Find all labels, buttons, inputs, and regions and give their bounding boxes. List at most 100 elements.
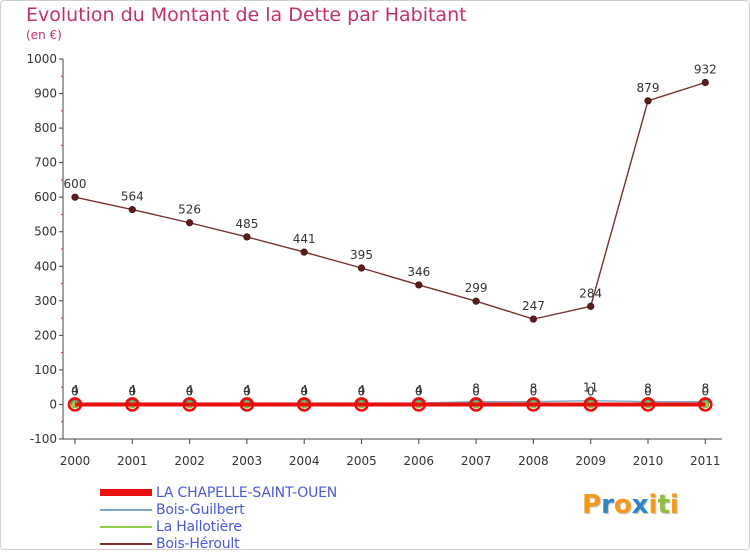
legend-swatch (100, 526, 152, 528)
y-tick-label: 600 (34, 190, 57, 204)
data-point (587, 302, 595, 310)
y-tick-label: 900 (34, 87, 57, 101)
series-la-chapelle-saint-ouen (67, 397, 713, 412)
data-point (71, 193, 79, 201)
x-tick-label: 2007 (461, 454, 492, 468)
x-tick-label: 2008 (518, 454, 549, 468)
x-tick-label: 2011 (690, 454, 721, 468)
data-point (640, 397, 656, 412)
x-tick-label: 2003 (232, 454, 263, 468)
data-label: 0 (415, 384, 423, 398)
data-label: 879 (637, 81, 660, 95)
y-tick-label: 500 (34, 225, 57, 239)
series-layer (67, 78, 713, 412)
x-tick-label: 2009 (575, 454, 606, 468)
logo-letter: r (601, 490, 614, 520)
data-label: 0 (530, 384, 538, 398)
data-label: 395 (350, 248, 373, 262)
data-point (583, 397, 599, 412)
y-tick-label: 0 (49, 397, 57, 411)
legend-label: Bois-Guilbert (156, 502, 245, 518)
y-tick-label: 800 (34, 121, 57, 135)
legend-swatch (100, 543, 152, 545)
x-tick-label: 2002 (174, 454, 205, 468)
data-label: 8 (644, 382, 652, 396)
data-point (701, 78, 709, 87)
data-point (300, 248, 308, 256)
data-point (296, 397, 312, 412)
data-label: 4 (358, 383, 366, 397)
data-label: 0 (644, 384, 652, 398)
data-label: 0 (587, 384, 595, 398)
data-point (697, 397, 713, 412)
data-point (468, 397, 484, 412)
data-label: 11 (583, 381, 598, 395)
data-label: 284 (579, 286, 602, 300)
data-label: 4 (186, 383, 194, 397)
logo-letter: o (613, 490, 632, 520)
data-label: 4 (128, 383, 136, 397)
x-tick-label: 2000 (60, 454, 91, 468)
y-tick-label: -100 (30, 432, 57, 446)
data-label: 0 (128, 384, 136, 398)
data-point (354, 397, 369, 412)
logo-letter: P (582, 490, 602, 520)
data-point (239, 397, 255, 412)
data-label: 299 (465, 281, 488, 295)
data-label: 0 (701, 384, 709, 398)
data-point (644, 97, 652, 105)
data-point (67, 397, 83, 412)
data-label: 8 (472, 382, 480, 396)
legend-swatch (100, 509, 152, 511)
data-label: 0 (358, 384, 366, 398)
proxiti-logo: Proxiti (582, 490, 679, 520)
data-point (529, 315, 538, 323)
data-label: 485 (235, 217, 258, 231)
data-point (186, 219, 194, 227)
data-point (526, 397, 541, 412)
legend-label: Bois-Héroult (156, 536, 240, 552)
data-label: 526 (178, 203, 201, 217)
x-tick-label: 2001 (117, 454, 148, 468)
data-label: 4 (243, 383, 251, 397)
legend-label: La Hallotière (156, 519, 242, 535)
x-tick-label: 2006 (404, 454, 435, 468)
x-tick-label: 2010 (633, 454, 664, 468)
data-label: 0 (472, 384, 480, 398)
data-label: 600 (64, 177, 87, 191)
y-tick-label: 700 (34, 156, 57, 170)
data-label: 8 (701, 382, 709, 396)
data-point (415, 281, 423, 289)
data-point (357, 264, 366, 272)
data-label: 0 (186, 384, 194, 398)
data-label: 4 (300, 383, 308, 397)
data-point (128, 206, 136, 214)
data-point (411, 397, 427, 412)
data-label: 0 (71, 384, 79, 398)
data-label: 8 (530, 382, 538, 396)
chart-title: Evolution du Montant de la Dette par Hab… (26, 4, 467, 26)
data-label: 932 (694, 62, 717, 76)
data-point (182, 397, 197, 412)
data-labels: 4 4 4 4 4 4 4 8 8 11 8 80 0 0 0 0 0 0 0 0 0 0 0600564526485441… (64, 62, 717, 398)
data-label: 441 (293, 232, 316, 246)
series-line (74, 81, 706, 320)
data-point (472, 297, 480, 305)
logo-letter: i (648, 490, 658, 520)
x-tick-label: 2005 (346, 454, 377, 468)
data-point (125, 397, 140, 412)
data-label: 4 (71, 383, 79, 397)
logo-letter: i (669, 490, 679, 520)
y-tick-label: 400 (34, 259, 57, 273)
data-label: 564 (121, 190, 144, 204)
data-label: 4 (415, 383, 423, 397)
logo-letter: t (657, 490, 670, 520)
series-bois-heroult (71, 78, 709, 323)
legend-swatch (100, 489, 152, 496)
legend-label: LA CHAPELLE-SAINT-OUEN (156, 485, 338, 501)
y-tick-label: 100 (34, 363, 57, 377)
data-label: 0 (243, 384, 251, 398)
x-tick-label: 2004 (289, 454, 320, 468)
